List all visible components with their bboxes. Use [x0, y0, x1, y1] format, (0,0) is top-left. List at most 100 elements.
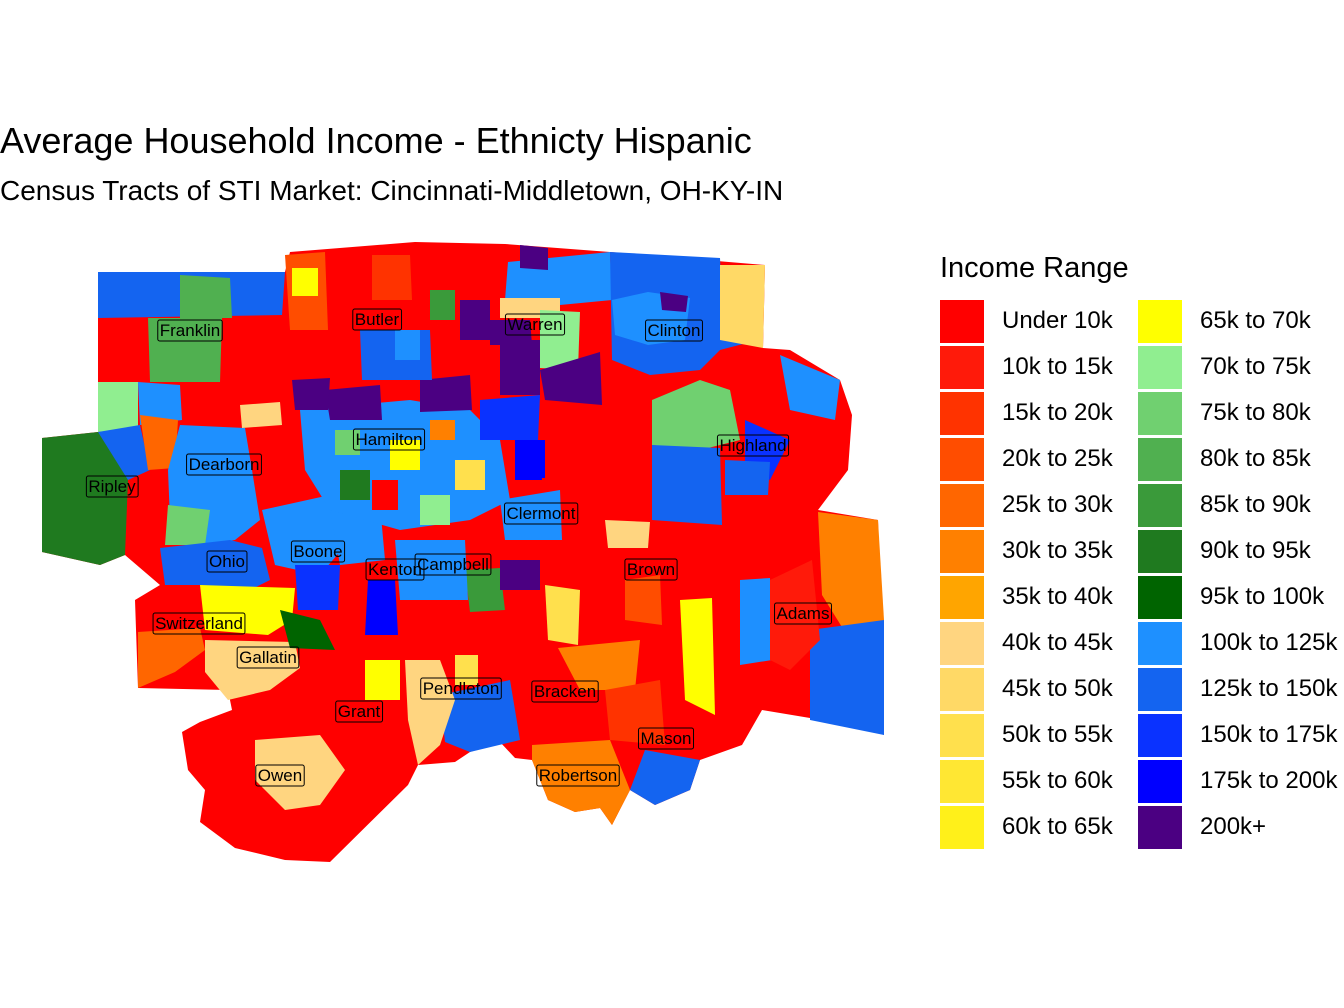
county-name: Pendleton: [423, 679, 500, 698]
county-name: Clinton: [648, 321, 701, 340]
county-name: Butler: [355, 310, 400, 329]
county-label-butler: Butler: [352, 308, 403, 331]
legend-label: 200k+: [1200, 813, 1267, 840]
legend-label: 70k to 75k: [1200, 353, 1311, 380]
county-label-box: [536, 764, 620, 787]
region-boone-blue: [262, 495, 350, 575]
county-label-box: [716, 434, 790, 457]
legend-swatch: [1138, 484, 1182, 527]
county-name: Ohio: [209, 552, 245, 571]
county-name: Hamilton: [355, 430, 422, 449]
legend-label: 100k to 125k: [1200, 629, 1338, 656]
county-label-dearborn: Dearborn: [186, 453, 262, 476]
region-mason-blue: [630, 750, 700, 805]
region-kenton-blue: [365, 580, 398, 635]
legend-swatch: [940, 392, 984, 435]
legend-swatch: [940, 806, 984, 849]
county-label-box: [85, 475, 139, 498]
legend-label: 125k to 150k: [1200, 675, 1338, 702]
region-brown-yellow: [680, 598, 715, 715]
county-name: Switzerland: [155, 614, 243, 633]
legend-label: 75k to 80k: [1200, 399, 1311, 426]
map-title: Average Household Income - Ethnicty Hisp…: [0, 120, 752, 161]
county-label-hamilton: Hamilton: [352, 428, 426, 451]
county-label-boone: Boone: [290, 540, 346, 563]
legend-label: Under 10k: [1002, 307, 1113, 334]
choropleth-map: Franklin Butler Warren Clinton Hamilton Highl…: [42, 242, 884, 862]
county-label-box: [365, 558, 425, 581]
county-label-brown: Brown: [624, 558, 678, 581]
county-label-ripley: Ripley: [85, 475, 139, 498]
region-brown-lightyellow: [545, 585, 580, 645]
county-name: Gallatin: [239, 648, 297, 667]
county-label-owen: Owen: [255, 764, 305, 787]
region-adams-blue2: [740, 578, 772, 665]
region-hamilton-green: [340, 470, 370, 500]
county-label-box: [290, 540, 346, 563]
region-highland-blue4: [725, 460, 770, 495]
county-label-box: [414, 553, 492, 576]
legend-label: 20k to 25k: [1002, 445, 1113, 472]
legend-swatch: [1138, 806, 1182, 849]
legend-label: 40k to 45k: [1002, 629, 1113, 656]
legend-label: 55k to 60k: [1002, 767, 1113, 794]
region-switzerland-yellow: [200, 585, 295, 635]
region-hamilton-lightyellow: [455, 460, 485, 490]
county-name: Dearborn: [189, 455, 260, 474]
region-warren-purple: [520, 245, 548, 270]
legend: Under 10k 10k to 15k 15k to 20k 20k to 25k 2…: [940, 300, 1344, 852]
county-label-pendleton: Pendleton: [420, 677, 502, 700]
county-name: Grant: [338, 702, 381, 721]
region-ne-light: [98, 382, 138, 432]
county-name: Owen: [258, 766, 302, 785]
legend-swatch: [1138, 622, 1182, 665]
legend-label: 25k to 30k: [1002, 491, 1113, 518]
region-warren-purple2: [540, 352, 602, 405]
legend-swatch: [940, 530, 984, 573]
legend-swatch: [1138, 300, 1182, 343]
county-labels: Franklin Butler Warren Clinton Hamilton Highl…: [85, 308, 832, 787]
region-campbell-blue: [395, 540, 468, 600]
region-owen-lightorange: [255, 735, 345, 810]
legend-label: 15k to 20k: [1002, 399, 1113, 426]
county-name: Boone: [293, 542, 342, 561]
region-hamilton-red: [372, 480, 398, 510]
legend-label: 45k to 50k: [1002, 675, 1113, 702]
region-hamilton-lightgreen: [420, 495, 450, 525]
region-highland-green: [652, 380, 740, 450]
county-name: Bracken: [534, 682, 596, 701]
region-brown-orange: [558, 640, 640, 690]
region-butler-yellow: [292, 268, 318, 296]
region-butler-red: [372, 255, 412, 300]
county-label-box: [206, 550, 248, 573]
county-label-warren: Warren: [504, 313, 566, 336]
region-mason-orange: [605, 680, 665, 745]
legend-title: Income Range: [940, 252, 1129, 284]
map-regions: [42, 242, 884, 862]
legend-label: 85k to 90k: [1200, 491, 1311, 518]
region-hamilton-purple3: [500, 340, 540, 395]
region-butler-green: [430, 290, 455, 320]
region-adams-red: [770, 560, 820, 670]
county-label-franklin: Franklin: [157, 319, 223, 342]
region-clermont-blue2: [515, 440, 545, 478]
legend-label: 80k to 85k: [1200, 445, 1311, 472]
legend-swatch: [1138, 760, 1182, 803]
county-name: Highland: [719, 436, 786, 455]
region-hamilton-orange: [430, 420, 455, 440]
county-name: Warren: [507, 315, 562, 334]
region-boone-blue2: [295, 565, 340, 610]
legend-label: 175k to 200k: [1200, 767, 1338, 794]
region-robertson: [532, 740, 630, 825]
county-label-box: [774, 602, 832, 625]
county-label-box: [157, 319, 223, 342]
region-ripley-blue: [98, 425, 150, 480]
county-name: Ripley: [88, 477, 136, 496]
region-ripley-green: [42, 432, 128, 565]
region-ohio: [160, 540, 270, 590]
region-franklin-green: [148, 318, 222, 382]
legend-label: 150k to 175k: [1200, 721, 1338, 748]
county-label-mason: Mason: [637, 727, 695, 750]
region-adams-blue: [810, 620, 884, 735]
county-label-gallatin: Gallatin: [236, 646, 300, 669]
